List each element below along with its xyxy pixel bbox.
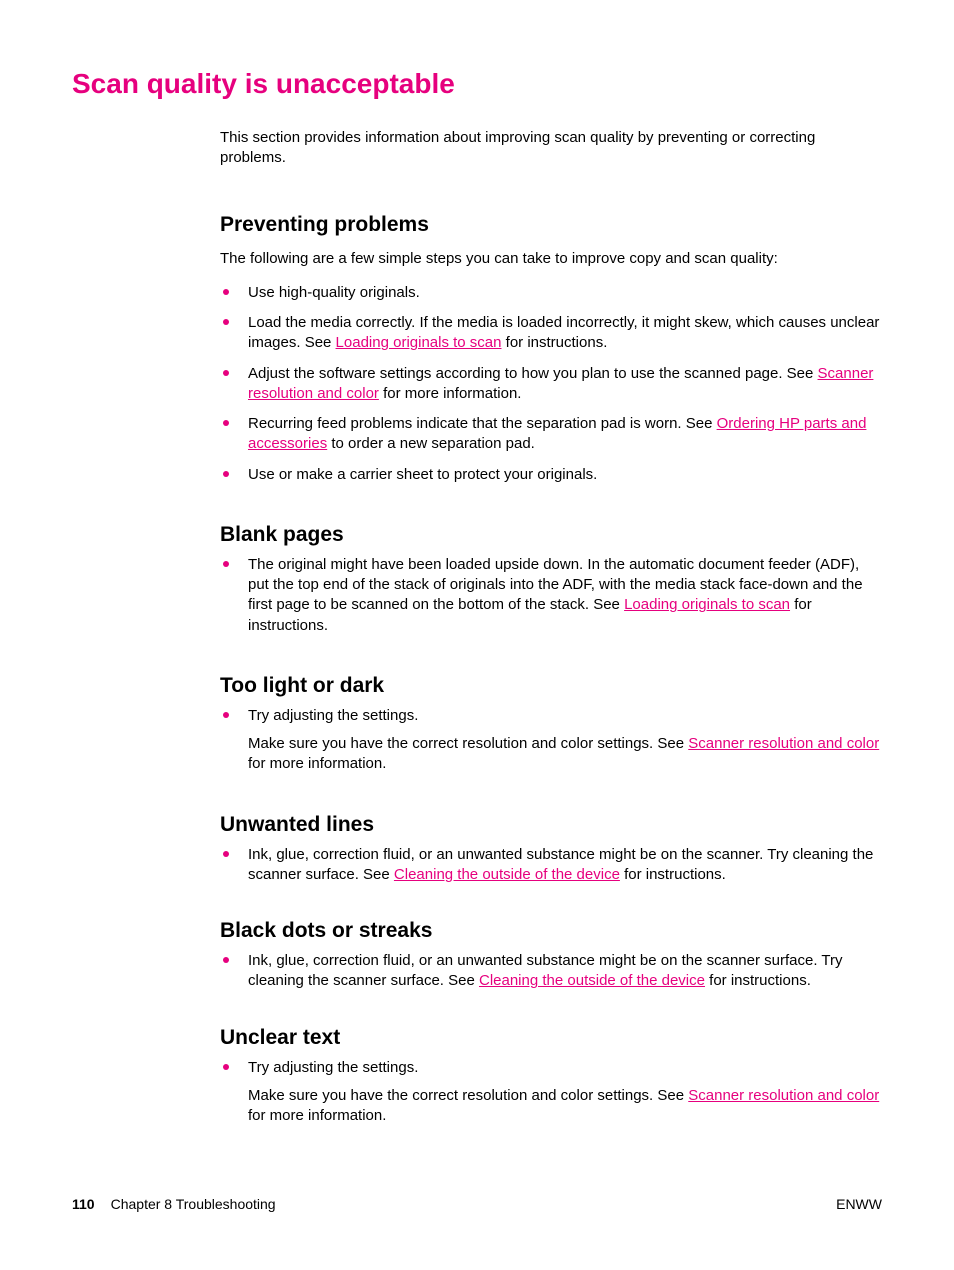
page-footer: 110 Chapter 8 Troubleshooting ENWW — [72, 1196, 882, 1212]
list-item-text: Use or make a carrier sheet to protect y… — [248, 466, 597, 483]
list-item-text: Use high-quality originals. — [248, 284, 420, 301]
bullet-list: Use high-quality originals. Load the med… — [220, 283, 882, 485]
list-item: Load the media correctly. If the media i… — [220, 313, 882, 354]
link-loading-originals[interactable]: Loading originals to scan — [624, 596, 790, 613]
section-unwanted-lines: Unwanted lines Ink, glue, correction flu… — [220, 813, 882, 886]
list-item-text: Ink, glue, correction fluid, or an unwan… — [248, 846, 873, 883]
list-item-text: Try adjusting the settings. — [248, 1059, 418, 1076]
page-title: Scan quality is unacceptable — [72, 68, 882, 100]
list-item: The original might have been loaded upsi… — [220, 555, 882, 636]
bullet-list: Try adjusting the settings. Make sure yo… — [220, 1058, 882, 1127]
section-preventing-problems: Preventing problems The following are a … — [220, 213, 882, 485]
bullet-list: Ink, glue, correction fluid, or an unwan… — [220, 845, 882, 886]
footer-right: ENWW — [836, 1196, 882, 1212]
bullet-icon — [223, 289, 229, 295]
section-unclear-text: Unclear text Try adjusting the settings.… — [220, 1026, 882, 1127]
bullet-icon — [223, 561, 229, 567]
page-number: 110 — [72, 1196, 95, 1212]
list-item-text: Recurring feed problems indicate that th… — [248, 415, 866, 452]
bullet-list: Try adjusting the settings. Make sure yo… — [220, 706, 882, 775]
section-heading: Black dots or streaks — [220, 919, 882, 943]
chapter-label: Chapter 8 Troubleshooting — [111, 1196, 276, 1212]
document-page: Scan quality is unacceptable This sectio… — [0, 0, 954, 1270]
bullet-icon — [223, 471, 229, 477]
list-item: Ink, glue, correction fluid, or an unwan… — [220, 951, 882, 992]
link-scanner-resolution[interactable]: Scanner resolution and color — [688, 735, 879, 752]
list-item-paragraph: Make sure you have the correct resolutio… — [248, 1086, 882, 1127]
list-item-text: Ink, glue, correction fluid, or an unwan… — [248, 952, 843, 989]
intro-paragraph: This section provides information about … — [220, 128, 882, 169]
section-lead: The following are a few simple steps you… — [220, 249, 882, 269]
list-item: Use or make a carrier sheet to protect y… — [220, 465, 882, 485]
section-too-light-or-dark: Too light or dark Try adjusting the sett… — [220, 674, 882, 775]
list-item: Try adjusting the settings. Make sure yo… — [220, 706, 882, 775]
list-item: Use high-quality originals. — [220, 283, 882, 303]
footer-left: 110 Chapter 8 Troubleshooting — [72, 1196, 276, 1212]
section-heading: Preventing problems — [220, 213, 882, 237]
list-item: Adjust the software settings according t… — [220, 364, 882, 405]
bullet-icon — [223, 420, 229, 426]
content-body: This section provides information about … — [220, 128, 882, 1126]
bullet-icon — [223, 370, 229, 376]
bullet-icon — [223, 319, 229, 325]
section-heading: Blank pages — [220, 523, 882, 547]
bullet-icon — [223, 1064, 229, 1070]
bullet-list: The original might have been loaded upsi… — [220, 555, 882, 636]
list-item: Try adjusting the settings. Make sure yo… — [220, 1058, 882, 1127]
list-item: Recurring feed problems indicate that th… — [220, 414, 882, 455]
list-item: Ink, glue, correction fluid, or an unwan… — [220, 845, 882, 886]
list-item-text: Load the media correctly. If the media i… — [248, 314, 879, 351]
list-item-text: The original might have been loaded upsi… — [248, 556, 863, 634]
section-heading: Unwanted lines — [220, 813, 882, 837]
bullet-icon — [223, 712, 229, 718]
list-item-text: Adjust the software settings according t… — [248, 365, 873, 402]
list-item-text: Try adjusting the settings. — [248, 707, 418, 724]
section-heading: Too light or dark — [220, 674, 882, 698]
section-heading: Unclear text — [220, 1026, 882, 1050]
link-cleaning-device[interactable]: Cleaning the outside of the device — [479, 972, 705, 989]
list-item-paragraph: Make sure you have the correct resolutio… — [248, 734, 882, 775]
bullet-list: Ink, glue, correction fluid, or an unwan… — [220, 951, 882, 992]
section-blank-pages: Blank pages The original might have been… — [220, 523, 882, 636]
link-scanner-resolution[interactable]: Scanner resolution and color — [688, 1087, 879, 1104]
link-loading-originals[interactable]: Loading originals to scan — [336, 334, 502, 351]
bullet-icon — [223, 957, 229, 963]
link-cleaning-device[interactable]: Cleaning the outside of the device — [394, 866, 620, 883]
bullet-icon — [223, 851, 229, 857]
section-black-dots-streaks: Black dots or streaks Ink, glue, correct… — [220, 919, 882, 992]
